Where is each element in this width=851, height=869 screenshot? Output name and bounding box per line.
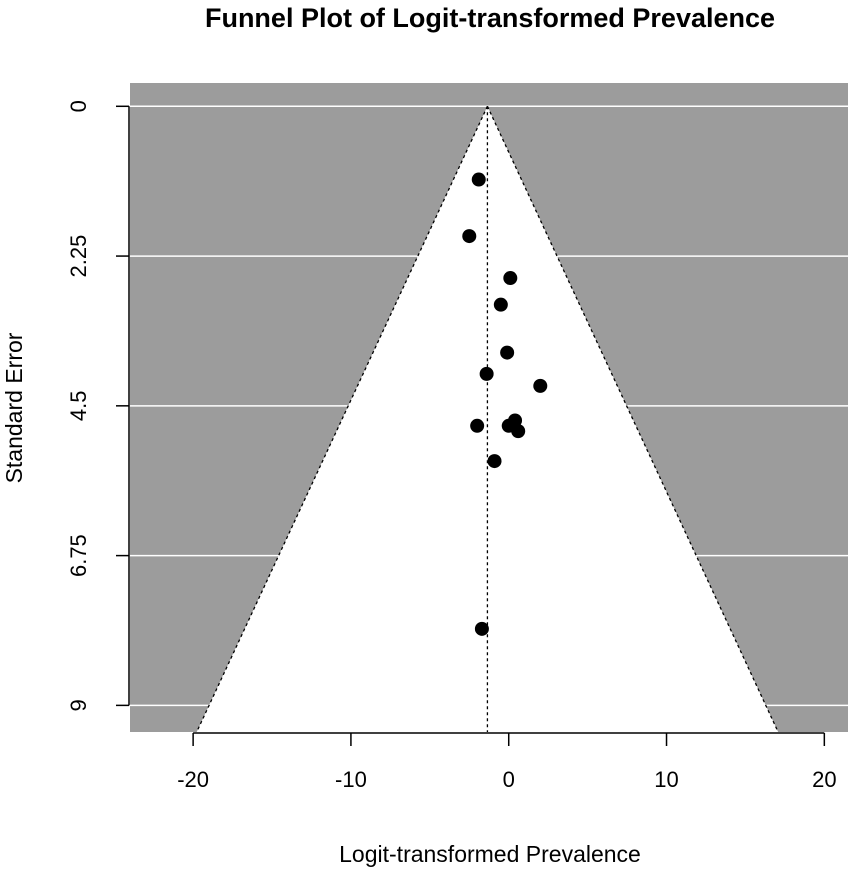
x-axis-label: Logit-transformed Prevalence <box>339 841 641 867</box>
y-tick-label-1: 2.25 <box>66 235 91 278</box>
data-point-12 <box>474 621 489 636</box>
data-point-10 <box>511 424 526 439</box>
y-tick-label-2: 4.5 <box>66 391 91 422</box>
data-point-2 <box>503 271 518 286</box>
data-point-3 <box>493 297 508 312</box>
plot-area: -20 -10 0 10 20 0 2.25 4.5 6.75 9 <box>66 83 848 792</box>
x-tick-label-1: -10 <box>335 767 367 792</box>
data-point-0 <box>471 172 486 187</box>
funnel-left-boundary <box>196 106 489 732</box>
data-point-4 <box>500 345 515 360</box>
y-axis-label: Standard Error <box>1 332 27 483</box>
data-point-11 <box>487 454 502 469</box>
data-point-6 <box>533 378 548 393</box>
funnel-right-boundary <box>486 106 779 732</box>
x-tick-label-0: -20 <box>177 767 209 792</box>
x-tick-label-3: 10 <box>654 767 678 792</box>
x-tick-label-2: 0 <box>503 767 515 792</box>
y-tick-label-4: 9 <box>66 699 91 711</box>
x-tick-label-4: 20 <box>812 767 836 792</box>
y-tick-label-0: 0 <box>66 100 91 112</box>
data-point-5 <box>479 366 494 381</box>
y-tick-label-3: 6.75 <box>66 534 91 577</box>
data-point-9 <box>508 413 523 428</box>
data-point-7 <box>470 418 485 433</box>
chart-title: Funnel Plot of Logit-transformed Prevale… <box>205 3 775 33</box>
data-point-1 <box>462 229 477 244</box>
